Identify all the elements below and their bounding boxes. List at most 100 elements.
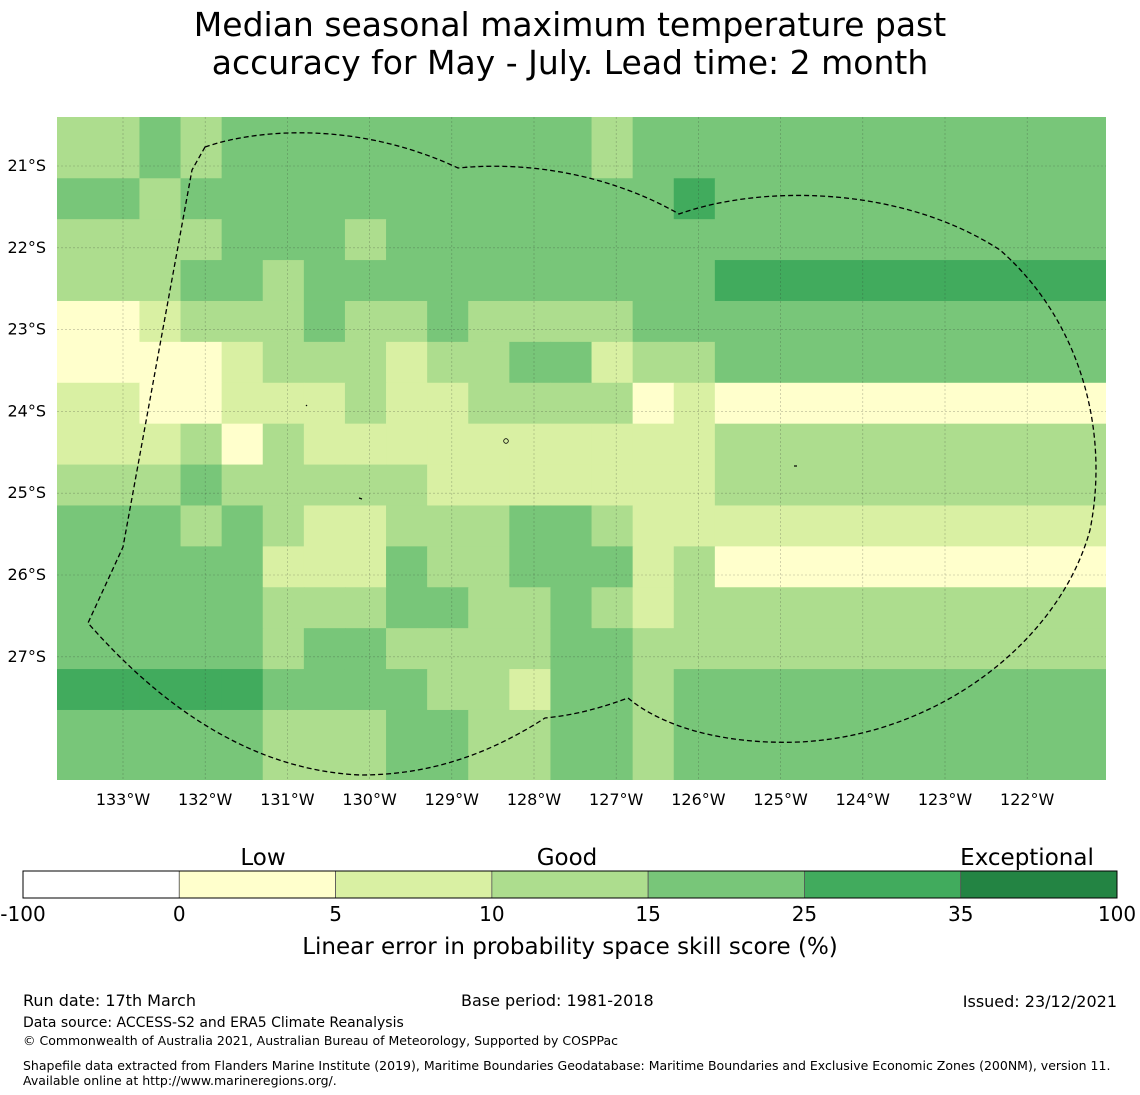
heatmap-cell — [344, 546, 387, 588]
colorbar-tick-label: -100 — [0, 902, 45, 926]
heatmap-cell — [139, 382, 182, 425]
heatmap-cell — [303, 546, 346, 588]
heatmap-cell — [57, 669, 141, 711]
colorbar-text: -100 0 5 10 15 25 35 100 Low Good Exceptional Linea… — [0, 845, 1136, 960]
heatmap-cell — [550, 178, 593, 220]
chart-title: Median seasonal maximum temperature past… — [0, 6, 1140, 82]
heatmap-cell — [262, 178, 305, 220]
heatmap-cell — [303, 300, 346, 343]
heatmap-cell — [303, 505, 346, 547]
data-source: Data source: ACCESS-S2 and ERA5 Climate … — [23, 1015, 404, 1031]
heatmap-cell — [468, 423, 510, 466]
heatmap-cell — [262, 219, 305, 261]
chart-title-line-2: accuracy for May - July. Lead time: 2 mo… — [211, 43, 929, 82]
heatmap-cell — [344, 382, 387, 425]
heatmap-cell — [139, 219, 182, 261]
heatmap-cell — [673, 546, 716, 588]
island-marker — [503, 438, 509, 444]
heatmap-cell — [591, 464, 634, 507]
heatmap-cell — [673, 628, 716, 670]
heatmap-cell — [632, 300, 675, 343]
colorbar-segment — [960, 870, 1118, 899]
heatmap-cell — [509, 423, 552, 466]
colorbar-category-label: Good — [537, 845, 598, 871]
heatmap-cell — [509, 587, 552, 629]
x-tick-label: 128°W — [507, 790, 562, 809]
heatmap-cell — [221, 628, 264, 670]
heatmap-cell — [550, 117, 593, 179]
heatmap-cell — [591, 300, 634, 343]
heatmap-cell — [221, 382, 264, 425]
heatmap-cell — [386, 546, 428, 588]
heatmap-cell — [673, 423, 716, 466]
heatmap-cell — [550, 628, 593, 670]
heatmap-cell — [632, 709, 675, 780]
heatmap-cell — [673, 709, 716, 780]
colorbar-tick-label: 5 — [329, 902, 342, 926]
heatmap-cell — [180, 300, 223, 343]
heatmap-cell — [386, 300, 428, 343]
y-tick-label: 26°S — [7, 565, 46, 584]
heatmap-cell — [344, 423, 387, 466]
heatmap-cell — [468, 709, 510, 780]
heatmap-cell — [673, 219, 716, 261]
heatmap-cell — [262, 587, 305, 629]
colorbar-tick-label: 25 — [792, 902, 817, 926]
heatmap-cell — [221, 300, 264, 343]
heatmap-cell — [344, 464, 387, 507]
heatmap-cell — [386, 709, 428, 780]
copyright-notice: © Commonwealth of Australia 2021, Austra… — [23, 1033, 618, 1048]
heatmap-cell — [673, 669, 716, 711]
heatmap-cell — [427, 300, 469, 343]
heatmap-cell — [262, 382, 305, 425]
heatmap-cell — [221, 423, 264, 466]
heatmap-cell — [57, 628, 141, 670]
heatmap-cell — [427, 219, 469, 261]
heatmap-cell — [509, 341, 552, 384]
heatmap-cell — [468, 505, 510, 547]
heatmap-cell — [714, 260, 1106, 302]
heatmap-cell — [550, 669, 593, 711]
issued-date: Issued: 23/12/2021 — [962, 992, 1117, 1011]
heatmap-cell — [57, 709, 141, 780]
heatmap-cell — [303, 382, 346, 425]
heatmap-cell — [591, 341, 634, 384]
heatmap-cell — [714, 587, 1106, 629]
heatmap-cell — [673, 300, 716, 343]
heatmap-cell — [714, 505, 1106, 547]
heatmap-cell — [386, 219, 428, 261]
heatmap-cell — [673, 382, 716, 425]
heatmap-cell — [221, 464, 264, 507]
colorbar-category-label: Exceptional — [960, 845, 1094, 871]
heatmap-cell — [714, 219, 1106, 261]
heatmap-cell — [57, 178, 141, 220]
heatmap-cell — [632, 260, 675, 302]
heatmap-cell — [303, 178, 346, 220]
heatmap-cell — [262, 669, 305, 711]
heatmap-cells — [57, 117, 1106, 780]
heatmap-cell — [427, 117, 469, 179]
heatmap-cell — [591, 382, 634, 425]
heatmap-cell — [427, 464, 469, 507]
colorbar-segment — [491, 870, 649, 899]
heatmap-cell — [550, 300, 593, 343]
heatmap-cell — [714, 669, 1106, 711]
heatmap-cell — [57, 505, 141, 547]
heatmap-cell — [386, 260, 428, 302]
heatmap-cell — [468, 464, 510, 507]
heatmap-cell — [591, 546, 634, 588]
heatmap-cell — [509, 219, 552, 261]
shapefile-credit: Shapefile data extracted from Flanders M… — [23, 1058, 1111, 1088]
heatmap-cell — [303, 423, 346, 466]
heatmap-cell — [509, 669, 552, 711]
heatmap-cell — [57, 260, 141, 302]
heatmap-cell — [303, 219, 346, 261]
heatmap-cell — [673, 587, 716, 629]
heatmap-cell — [180, 464, 223, 507]
chart-title-line-1: Median seasonal maximum temperature past — [193, 5, 947, 44]
heatmap-cell — [221, 117, 264, 179]
heatmap-cell — [180, 260, 223, 302]
y-tick-label: 25°S — [7, 483, 46, 502]
heatmap-cell — [386, 423, 428, 466]
